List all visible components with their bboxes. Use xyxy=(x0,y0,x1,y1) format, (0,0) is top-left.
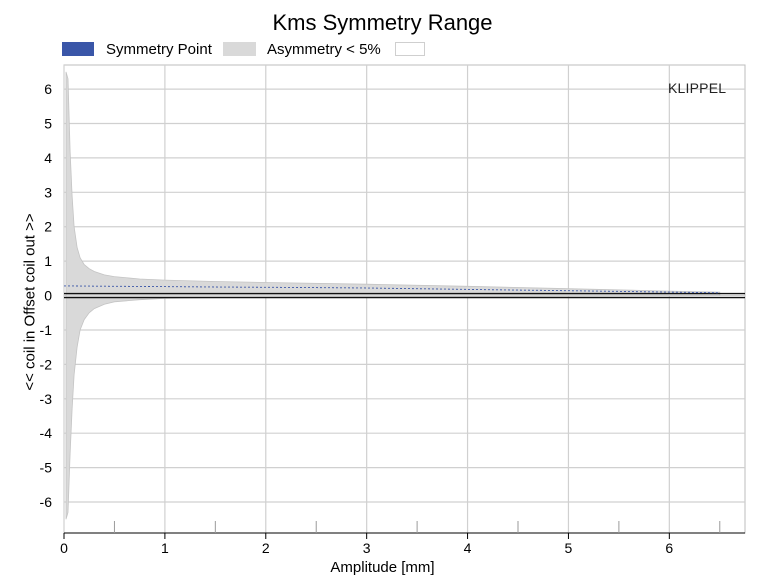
y-tick-label-5: 5 xyxy=(44,116,52,132)
y-tick-label--1: -1 xyxy=(40,322,53,338)
klippel-watermark: KLIPPEL xyxy=(668,80,727,96)
legend-swatch-symmetry-point xyxy=(62,42,94,56)
y-tick-label--5: -5 xyxy=(40,460,53,476)
plot-frame xyxy=(63,64,746,534)
y-tick-label--4: -4 xyxy=(40,425,53,441)
y-tick-label-2: 2 xyxy=(44,219,52,235)
x-tick-label-5: 5 xyxy=(565,540,573,556)
y-tick-label--6: -6 xyxy=(40,494,53,510)
legend-label-asymmetry: Asymmetry < 5% xyxy=(267,40,381,58)
y-tick-label-4: 4 xyxy=(44,150,52,166)
y-tick-label-3: 3 xyxy=(44,184,52,200)
x-tick-label-6: 6 xyxy=(665,540,673,556)
symmetry-point-line xyxy=(63,285,720,294)
x-axis-label: Amplitude [mm] xyxy=(330,559,435,576)
y-tick-label--2: -2 xyxy=(40,356,53,372)
y-tick-label-6: 6 xyxy=(44,81,52,97)
y-tick-label-1: 1 xyxy=(44,253,52,269)
x-tick-label-4: 4 xyxy=(464,540,472,556)
legend-label-symmetry-point: Symmetry Point xyxy=(106,40,212,58)
y-axis-label: << coil in Offset coil out >> xyxy=(21,213,39,391)
x-tick-label-3: 3 xyxy=(363,540,371,556)
x-tick-label-2: 2 xyxy=(262,540,270,556)
asymmetry-band xyxy=(65,71,721,520)
legend-swatch-empty xyxy=(395,42,425,56)
y-tick-label--3: -3 xyxy=(40,391,53,407)
x-tick-label-0: 0 xyxy=(60,540,68,556)
y-tick-label-0: 0 xyxy=(44,288,52,304)
x-tick-label-1: 1 xyxy=(161,540,169,556)
chart-title: Kms Symmetry Range xyxy=(272,10,493,35)
legend-swatch-asymmetry xyxy=(223,42,256,56)
